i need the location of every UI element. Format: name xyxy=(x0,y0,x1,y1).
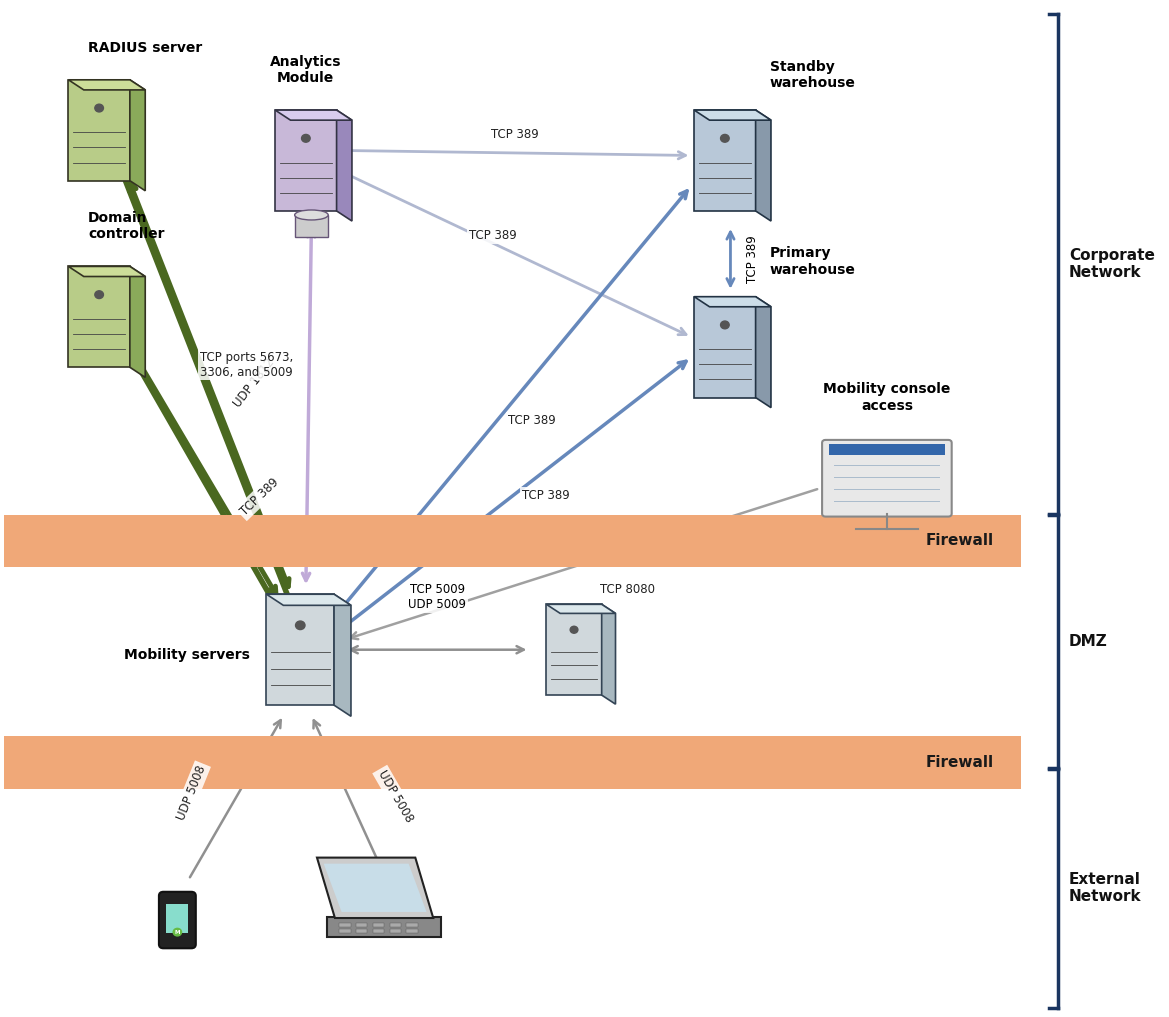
Polygon shape xyxy=(267,594,351,605)
Polygon shape xyxy=(69,79,130,181)
FancyBboxPatch shape xyxy=(389,930,401,934)
FancyBboxPatch shape xyxy=(166,903,188,933)
Text: Primary
warehouse: Primary warehouse xyxy=(769,246,856,277)
Polygon shape xyxy=(69,266,145,277)
Polygon shape xyxy=(694,110,772,120)
FancyBboxPatch shape xyxy=(339,930,351,934)
Polygon shape xyxy=(755,297,772,408)
Polygon shape xyxy=(546,604,616,613)
Text: External
Network: External Network xyxy=(1068,872,1142,904)
Polygon shape xyxy=(755,110,772,221)
Circle shape xyxy=(173,929,181,936)
Text: TCP 389: TCP 389 xyxy=(523,489,570,502)
Polygon shape xyxy=(275,110,352,120)
Polygon shape xyxy=(324,863,427,912)
FancyBboxPatch shape xyxy=(389,923,401,928)
Text: Firewall: Firewall xyxy=(926,756,994,770)
Text: Domain
controller: Domain controller xyxy=(88,211,165,241)
FancyBboxPatch shape xyxy=(295,215,328,237)
Polygon shape xyxy=(337,110,352,221)
Polygon shape xyxy=(317,857,434,918)
Polygon shape xyxy=(69,266,130,367)
Text: Mobility console
access: Mobility console access xyxy=(823,382,950,413)
Text: TCP 389: TCP 389 xyxy=(237,476,282,518)
Text: TCP 389: TCP 389 xyxy=(509,414,556,427)
FancyBboxPatch shape xyxy=(373,930,385,934)
Text: TCP 389: TCP 389 xyxy=(746,235,760,283)
Polygon shape xyxy=(602,604,616,704)
FancyBboxPatch shape xyxy=(407,930,417,934)
Polygon shape xyxy=(546,604,602,695)
Text: Firewall: Firewall xyxy=(926,533,994,548)
Text: Corporate
Network: Corporate Network xyxy=(1068,248,1155,280)
Polygon shape xyxy=(267,594,334,705)
Polygon shape xyxy=(694,297,755,398)
Text: M: M xyxy=(174,930,180,935)
Polygon shape xyxy=(275,110,337,211)
Polygon shape xyxy=(694,110,755,211)
FancyBboxPatch shape xyxy=(159,892,195,948)
FancyBboxPatch shape xyxy=(829,444,945,455)
Text: UDP 1812: UDP 1812 xyxy=(230,356,277,410)
Text: TCP 5009
UDP 5009: TCP 5009 UDP 5009 xyxy=(408,584,466,611)
Circle shape xyxy=(95,291,103,299)
Polygon shape xyxy=(130,79,145,191)
Circle shape xyxy=(570,626,577,634)
Text: TCP ports 5673,
3306, and 5009: TCP ports 5673, 3306, and 5009 xyxy=(200,351,293,378)
Polygon shape xyxy=(694,297,772,307)
Text: DMZ: DMZ xyxy=(1068,634,1108,649)
FancyBboxPatch shape xyxy=(5,736,1021,789)
FancyBboxPatch shape xyxy=(373,923,385,928)
Text: RADIUS server: RADIUS server xyxy=(88,41,202,55)
Text: Mobility servers: Mobility servers xyxy=(124,648,250,662)
FancyBboxPatch shape xyxy=(357,930,367,934)
Circle shape xyxy=(720,321,729,328)
Circle shape xyxy=(296,621,305,630)
Text: UDP 5008: UDP 5008 xyxy=(174,763,208,822)
FancyBboxPatch shape xyxy=(5,515,1021,567)
Circle shape xyxy=(95,104,103,112)
Text: TCP 389: TCP 389 xyxy=(469,229,517,242)
Polygon shape xyxy=(130,266,145,377)
Circle shape xyxy=(302,134,310,142)
FancyBboxPatch shape xyxy=(327,917,441,938)
Text: UDP 5008: UDP 5008 xyxy=(375,768,415,825)
FancyBboxPatch shape xyxy=(407,923,417,928)
Text: TCP 8080: TCP 8080 xyxy=(600,583,655,596)
FancyBboxPatch shape xyxy=(339,923,351,928)
Text: TCP 389: TCP 389 xyxy=(491,128,539,141)
Circle shape xyxy=(720,134,729,142)
Ellipse shape xyxy=(295,210,328,220)
Text: Analytics
Module: Analytics Module xyxy=(270,55,341,84)
FancyBboxPatch shape xyxy=(822,440,952,517)
Polygon shape xyxy=(69,79,145,89)
Polygon shape xyxy=(334,594,351,716)
FancyBboxPatch shape xyxy=(357,923,367,928)
Text: Standby
warehouse: Standby warehouse xyxy=(769,60,856,89)
